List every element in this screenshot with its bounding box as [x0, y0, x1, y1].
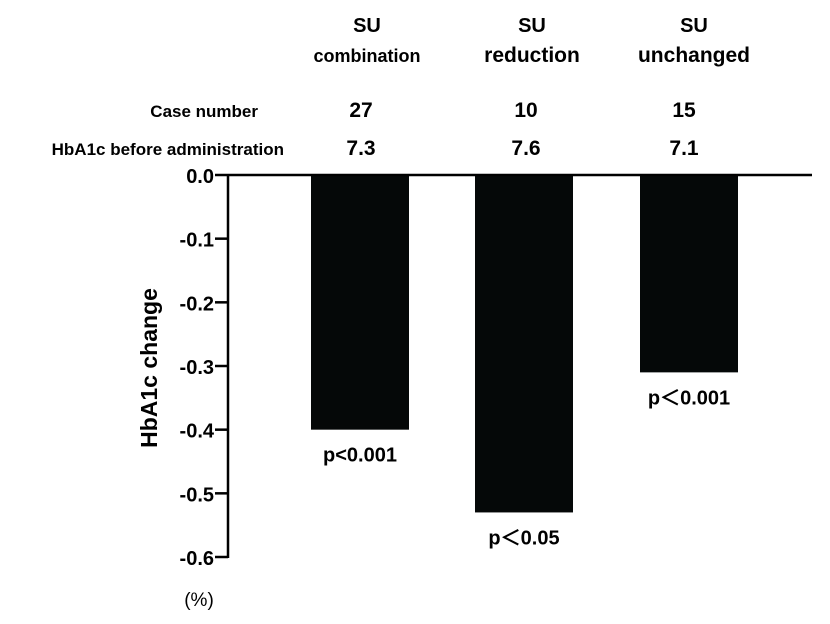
bar: [640, 175, 738, 373]
table-row-label: HbA1c before administration: [52, 140, 284, 159]
summary-table: Case number 27 10 15 HbA1c before administra…: [52, 99, 699, 160]
y-tick-label: -0.4: [180, 421, 215, 443]
y-tick-label: -0.3: [180, 357, 214, 379]
y-tick-label: -0.1: [180, 230, 214, 252]
p-value-label: p<0.001: [323, 445, 397, 467]
bar: [475, 175, 573, 513]
table-cell: 7.6: [511, 137, 540, 160]
category-label-line1: SU: [353, 15, 381, 37]
y-tick-label: -0.2: [180, 293, 214, 315]
y-axis-unit: (%): [184, 590, 214, 611]
y-tick-label: -0.6: [180, 548, 214, 570]
category-label-line1: SU: [518, 15, 546, 37]
table-cell: 27: [349, 99, 372, 122]
category-label-line2: combination: [314, 46, 421, 66]
table-row-label: Case number: [150, 102, 258, 121]
category-label-line2: unchanged: [638, 44, 750, 67]
bar: [311, 175, 409, 430]
p-value-label: p＜0.001: [648, 387, 730, 409]
table-cell: 7.1: [669, 137, 699, 160]
table-cell: 15: [672, 99, 696, 122]
y-tick-label: -0.5: [180, 484, 214, 506]
category-headers: SU combination SU reduction SU unchanged: [314, 15, 751, 67]
bars: p<0.001 p＜0.05 p＜0.001: [311, 175, 738, 549]
p-value-label: p＜0.05: [488, 527, 559, 549]
y-axis-label: HbA1c change: [136, 288, 162, 448]
category-label-line2: reduction: [484, 44, 580, 67]
table-cell: 7.3: [346, 137, 375, 160]
table-cell: 10: [514, 99, 537, 122]
y-axis: 0.0 -0.1 -0.2 -0.3 -0.4 -0.5 -0.6: [180, 166, 812, 570]
category-label-line1: SU: [680, 15, 708, 37]
y-tick-label: 0.0: [186, 166, 214, 188]
